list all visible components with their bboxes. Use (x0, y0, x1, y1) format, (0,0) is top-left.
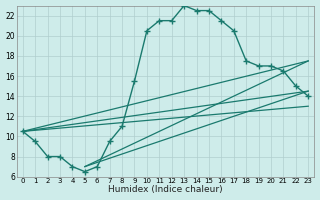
X-axis label: Humidex (Indice chaleur): Humidex (Indice chaleur) (108, 185, 223, 194)
